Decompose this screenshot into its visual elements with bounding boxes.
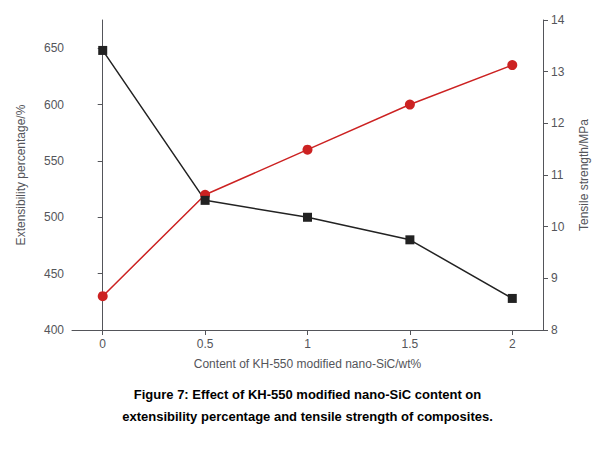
svg-text:extensibility percentage and t: extensibility percentage and tensile str… bbox=[122, 409, 493, 424]
svg-text:Extensibility percentage/%: Extensibility percentage/% bbox=[14, 104, 28, 245]
svg-text:450: 450 bbox=[44, 267, 64, 281]
svg-text:13: 13 bbox=[551, 65, 565, 79]
svg-text:14: 14 bbox=[551, 13, 565, 27]
svg-text:8: 8 bbox=[551, 323, 558, 337]
svg-text:400: 400 bbox=[44, 323, 64, 337]
svg-text:1.5: 1.5 bbox=[402, 337, 419, 351]
svg-text:1: 1 bbox=[304, 337, 311, 351]
svg-text:12: 12 bbox=[551, 116, 565, 130]
svg-text:2: 2 bbox=[509, 337, 516, 351]
svg-text:9: 9 bbox=[551, 271, 558, 285]
svg-text:500: 500 bbox=[44, 210, 64, 224]
svg-text:Figure 7: Effect of KH-550 mod: Figure 7: Effect of KH-550 modified nano… bbox=[134, 387, 481, 402]
svg-text:650: 650 bbox=[44, 41, 64, 55]
svg-text:550: 550 bbox=[44, 154, 64, 168]
svg-text:0.5: 0.5 bbox=[197, 337, 214, 351]
svg-text:11: 11 bbox=[551, 168, 564, 182]
svg-text:Tensile strength/MPa: Tensile strength/MPa bbox=[577, 119, 591, 231]
svg-text:600: 600 bbox=[44, 98, 64, 112]
svg-text:10: 10 bbox=[551, 220, 565, 234]
svg-text:0: 0 bbox=[99, 337, 106, 351]
svg-text:Content of KH-550 modified nan: Content of KH-550 modified nano-SiC/wt% bbox=[194, 357, 422, 371]
